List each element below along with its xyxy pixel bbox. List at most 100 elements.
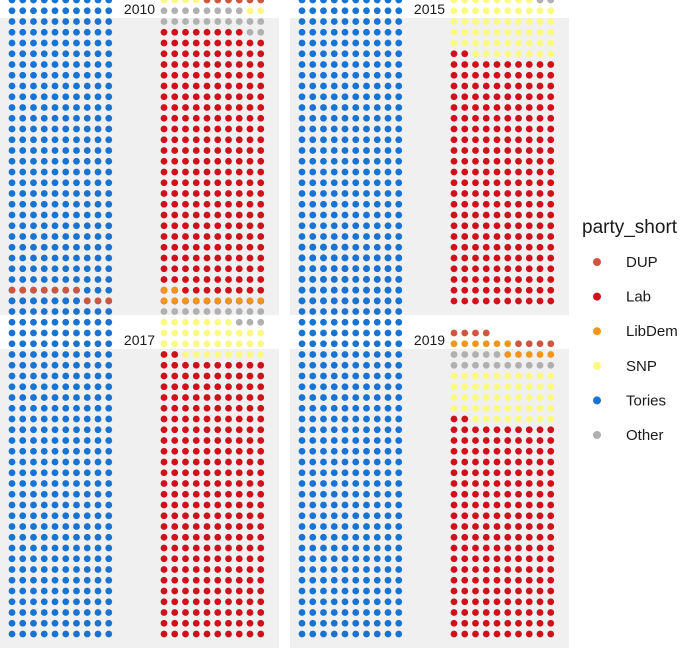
seat-dot-lab — [472, 179, 479, 187]
seat-dot-tories — [105, 480, 113, 487]
seat-dot-tories — [352, 254, 360, 262]
seat-dot-lab — [547, 533, 555, 541]
legend-item-tories: Tories — [593, 392, 666, 409]
seat-dot-lab — [171, 415, 179, 423]
seat-dot-lab — [461, 297, 469, 305]
seat-dot-lab — [225, 523, 232, 530]
seat-dot-snp — [246, 329, 254, 337]
seat-dot-tories — [395, 469, 403, 477]
seat-dot-tories — [105, 276, 113, 283]
seat-dot-lab — [493, 630, 501, 638]
seat-dot-tories — [94, 265, 102, 273]
seat-dot-tories — [320, 125, 327, 133]
seat-dot-tories — [352, 7, 360, 15]
seat-dot-tories — [384, 265, 392, 272]
seat-dot-lab — [203, 114, 211, 122]
seat-dot-lab — [214, 523, 222, 530]
seat-dot-tories — [19, 71, 27, 79]
seat-dot-lab — [214, 114, 222, 122]
seat-dot-lab — [547, 136, 555, 144]
seat-dot-lab — [171, 469, 179, 477]
seat-dot-snp — [515, 39, 522, 47]
seat-dot-lab — [235, 136, 243, 144]
seat-dot-tories — [363, 211, 370, 219]
seat-dot-snp — [525, 415, 533, 423]
seat-dot-lab — [160, 254, 168, 262]
seat-dot-tories — [40, 243, 48, 251]
seat-dot-tories — [309, 286, 317, 294]
seat-dot-lab — [246, 415, 254, 423]
seat-dot-lab — [203, 523, 211, 530]
seat-dot-tories — [62, 190, 70, 197]
seat-dot-tories — [19, 426, 27, 434]
seat-dot-lab — [515, 533, 522, 541]
seat-dot-lab — [515, 469, 522, 477]
seat-dot-snp — [450, 7, 458, 15]
seat-dot-snp — [504, 404, 512, 412]
seat-dot-snp — [504, 39, 512, 47]
seat-dot-tories — [30, 200, 37, 208]
seat-dot-lab — [171, 437, 179, 444]
seat-dot-tories — [40, 372, 48, 380]
seat-dot-lab — [482, 630, 490, 638]
seat-dot-tories — [30, 351, 37, 358]
seat-dot-tories — [330, 179, 338, 187]
seat-dot-tories — [341, 361, 349, 369]
seat-dot-tories — [309, 71, 317, 79]
seat-dot-tories — [373, 587, 381, 595]
seat-dot-tories — [330, 619, 338, 627]
seat-dot-tories — [341, 7, 349, 15]
seat-dot-lab — [450, 82, 458, 90]
seat-dot-tories — [384, 104, 392, 111]
seat-dot-tories — [341, 426, 349, 434]
seat-dot-tories — [73, 318, 80, 326]
seat-dot-tories — [83, 404, 91, 412]
seat-dot-tories — [8, 533, 16, 541]
seat-dot-lab — [214, 233, 222, 240]
seat-dot-lab — [482, 233, 490, 240]
seat-dot-lab — [171, 404, 179, 412]
seat-dot-lab — [493, 190, 501, 197]
seat-dot-lab — [235, 222, 243, 230]
seat-dot-tories — [330, 28, 338, 36]
seat-dot-tories — [395, 286, 403, 294]
seat-dot-lab — [214, 619, 222, 627]
seat-dot-tories — [83, 544, 91, 552]
seat-dot-tories — [73, 372, 80, 380]
seat-dot-tories — [40, 630, 48, 638]
seat-dot-lab — [246, 61, 254, 68]
seat-dot-snp — [182, 340, 189, 348]
seat-dot-dup — [225, 0, 232, 4]
seat-dot-tories — [363, 82, 370, 90]
seat-dot-lab — [536, 469, 544, 477]
seat-dot-tories — [395, 104, 403, 111]
seat-dot-tories — [352, 372, 360, 380]
seat-dot-tories — [298, 587, 306, 595]
seat-dot-tories — [320, 243, 327, 251]
seat-dot-tories — [62, 28, 70, 36]
seat-dot-lab — [235, 619, 243, 627]
seat-dot-tories — [30, 168, 37, 176]
seat-dot-lab — [461, 136, 469, 144]
seat-dot-tories — [352, 275, 360, 283]
seat-dot-lab — [203, 190, 211, 197]
seat-dot-lab — [536, 458, 544, 466]
seat-dot-tories — [51, 265, 59, 273]
seat-dot-tories — [40, 190, 48, 197]
seat-dot-tories — [352, 297, 360, 305]
seat-dot-tories — [373, 93, 381, 101]
seat-dot-lab — [536, 533, 544, 541]
seat-dot-tories — [384, 318, 392, 326]
seat-dot-snp — [472, 404, 479, 412]
seat-dot-lab — [504, 533, 512, 541]
seat-dot-tories — [373, 329, 381, 337]
seat-dot-lab — [504, 200, 512, 208]
seat-dot-tories — [51, 0, 59, 4]
seat-dot-tories — [40, 50, 48, 58]
seat-dot-tories — [373, 415, 381, 423]
seat-dot-lab — [547, 512, 555, 520]
seat-dot-tories — [320, 0, 327, 4]
seat-dot-dup — [461, 329, 469, 337]
seat-dot-tories — [83, 566, 91, 573]
seat-dot-tories — [8, 125, 16, 133]
